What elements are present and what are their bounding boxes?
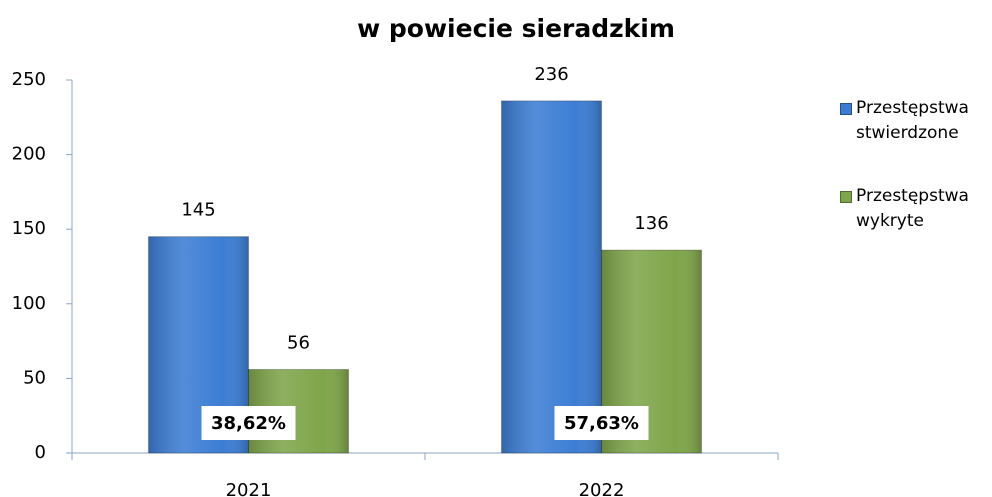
data-label: 136 xyxy=(634,213,668,234)
legend-item: Przestępstwa wykryte xyxy=(840,184,990,234)
legend: Przestępstwa stwierdzone Przestępstwa wyk… xyxy=(840,96,990,272)
bar-shine xyxy=(501,100,602,453)
legend-swatch xyxy=(840,191,852,203)
y-tick-label: 250 xyxy=(12,69,46,90)
data-label: 236 xyxy=(534,64,568,85)
annotation-box xyxy=(201,406,296,440)
x-tick-label: 2022 xyxy=(579,480,625,497)
legend-swatch xyxy=(840,103,852,115)
x-tick-label: 2021 xyxy=(226,480,272,497)
data-label: 56 xyxy=(287,332,310,353)
y-tick-label: 0 xyxy=(35,442,46,463)
legend-item: Przestępstwa stwierdzone xyxy=(840,96,990,146)
annotation-box xyxy=(554,406,649,440)
annotation: 57,63% xyxy=(564,413,639,434)
legend-label: Przestępstwa wykryte xyxy=(856,186,969,231)
y-tick-label: 100 xyxy=(12,293,46,314)
data-label: 145 xyxy=(181,200,215,221)
y-tick-label: 50 xyxy=(23,367,46,388)
y-tick-label: 150 xyxy=(12,218,46,239)
annotation: 38,62% xyxy=(211,413,286,434)
y-tick-label: 200 xyxy=(12,144,46,165)
chart-title: w powiecie sieradzkim xyxy=(357,14,675,43)
legend-label: Przestępstwa stwierdzone xyxy=(856,98,969,143)
